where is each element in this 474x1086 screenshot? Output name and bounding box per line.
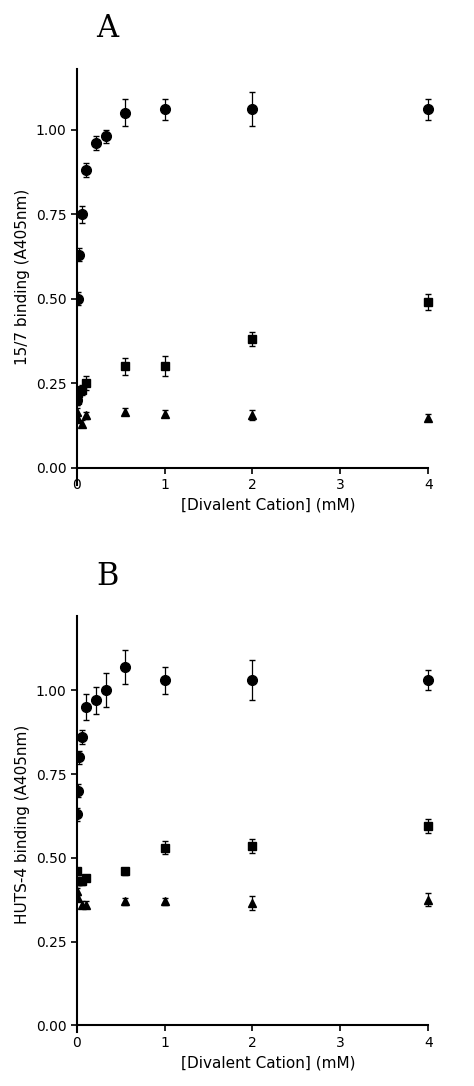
X-axis label: [Divalent Cation] (mM): [Divalent Cation] (mM) [181, 497, 355, 513]
Y-axis label: 15/7 binding (A405nm): 15/7 binding (A405nm) [15, 189, 30, 365]
Y-axis label: HUTS-4 binding (A405nm): HUTS-4 binding (A405nm) [15, 724, 30, 924]
X-axis label: [Divalent Cation] (mM): [Divalent Cation] (mM) [181, 1056, 355, 1071]
Text: A: A [96, 13, 118, 43]
Text: B: B [96, 560, 118, 592]
